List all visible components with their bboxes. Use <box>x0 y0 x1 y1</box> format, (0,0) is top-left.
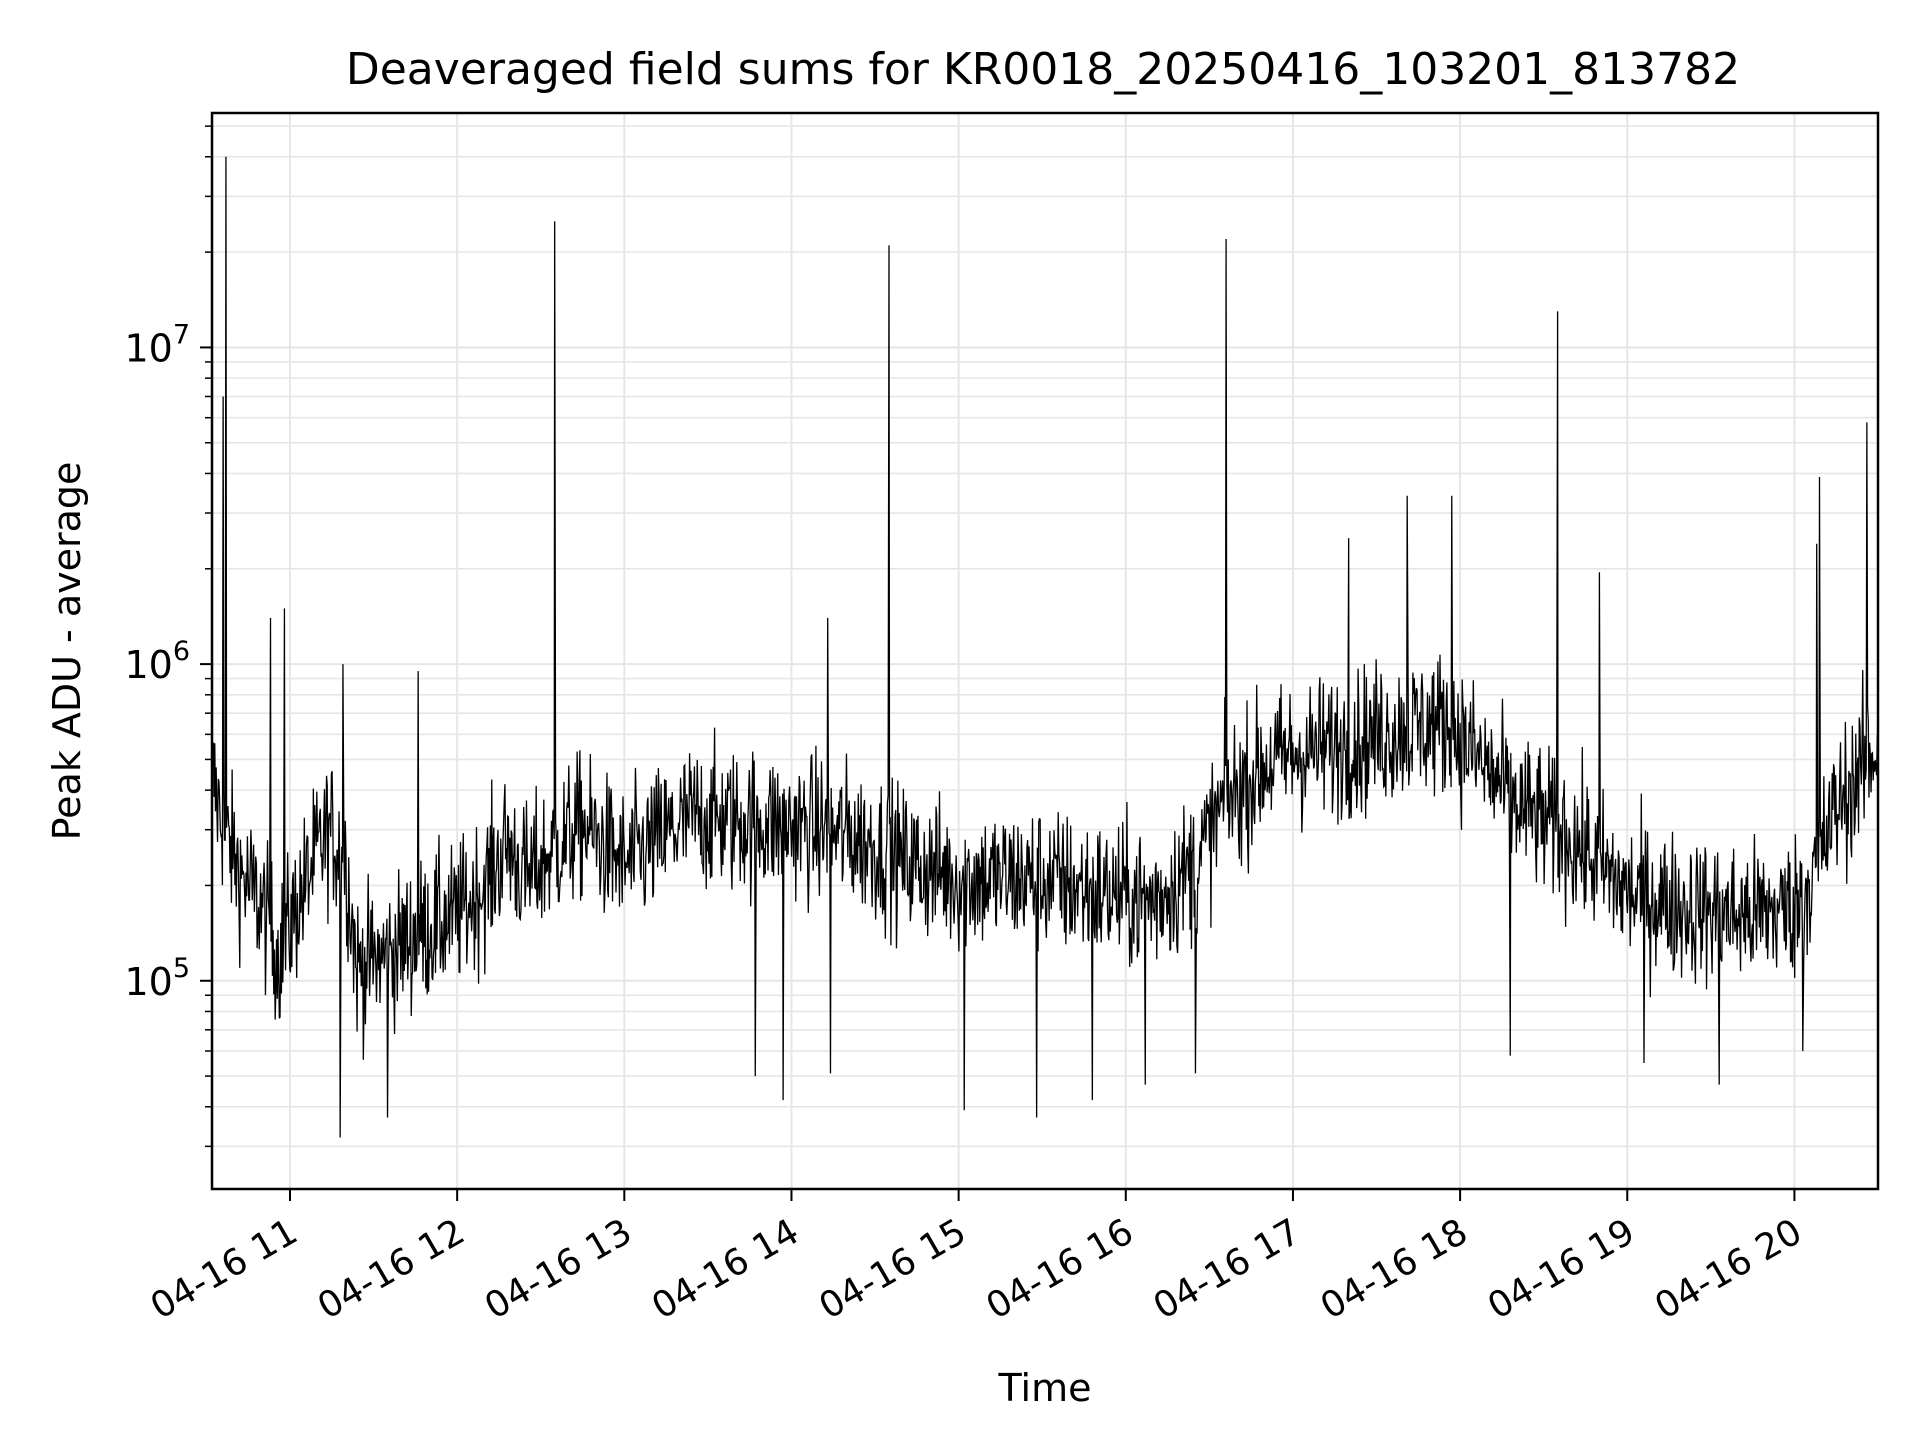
chart-title: Deaveraged field sums for KR0018_2025041… <box>346 44 1740 95</box>
y-axis-ticks: 105 106 107 <box>124 125 212 1148</box>
plot-frame <box>210 111 1880 1191</box>
series-line-group <box>212 156 1878 1138</box>
series-line <box>212 156 1878 1138</box>
y-tick-label: 106 <box>124 636 190 687</box>
y-tick-label: 105 <box>124 953 190 1004</box>
x-axis-label: Time <box>998 1366 1092 1410</box>
y-axis-label: Peak ADU - average <box>45 462 89 841</box>
y-tick-label: 107 <box>124 319 190 370</box>
